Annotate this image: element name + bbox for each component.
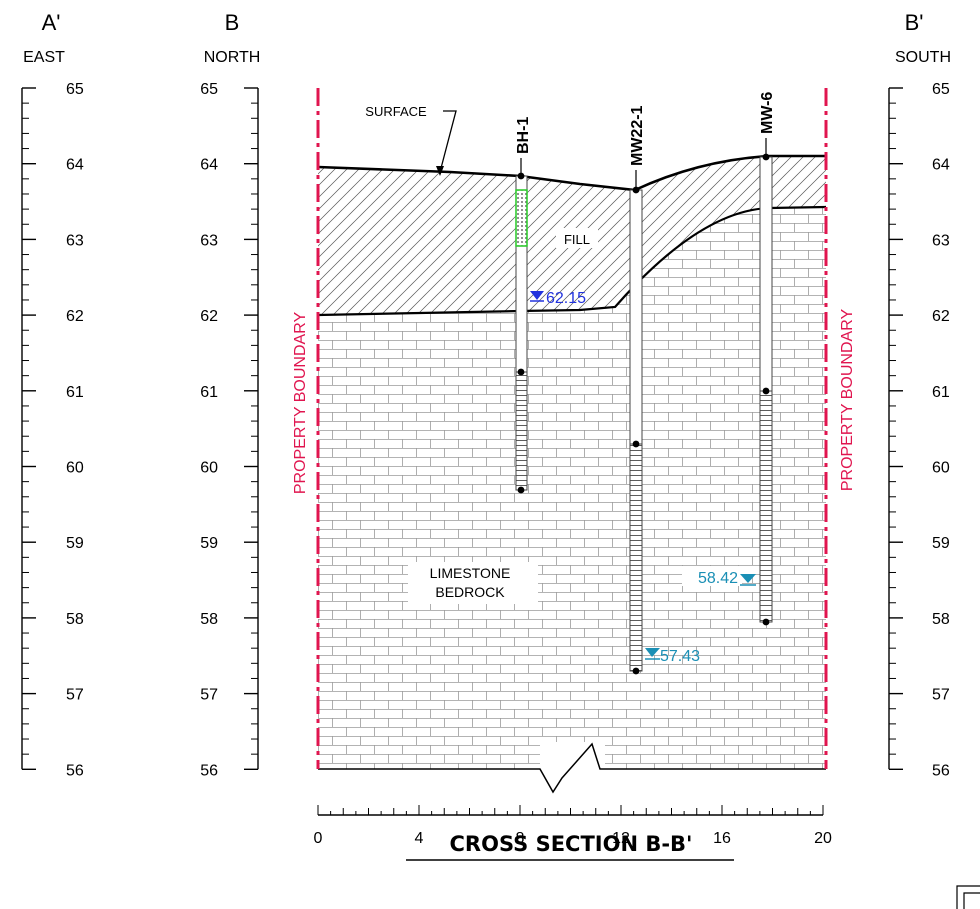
cross-section-title: CROSS SECTION B-B' <box>450 832 693 856</box>
horizontal-tick-label: 0 <box>314 830 323 847</box>
well-mw-6: MW-6 <box>759 92 776 626</box>
water-level-mw22-1: 57.43 <box>645 648 700 665</box>
elevation-tick-label: 60 <box>200 460 218 477</box>
surface-leader <box>439 110 457 173</box>
well-mw22-1-label: MW22-1 <box>629 105 646 166</box>
bedrock-label-line1: LIMESTONE <box>430 565 511 581</box>
elevation-tick-label: 58 <box>66 611 84 628</box>
scale-left-outer-letter: A' <box>42 10 61 35</box>
elevation-tick-label: 65 <box>932 81 950 98</box>
elevation-tick-label: 59 <box>200 535 218 552</box>
elevation-tick-label: 57 <box>66 687 84 704</box>
well-mw22-1: MW22-1 <box>629 105 646 675</box>
elevation-tick-label: 58 <box>200 611 218 628</box>
elevation-tick-label: 62 <box>932 308 950 325</box>
scale-left-inner-letter: B <box>225 10 240 35</box>
elevation-tick-label: 60 <box>66 460 84 477</box>
elevation-tick-label: 57 <box>932 687 950 704</box>
break-line <box>318 742 826 794</box>
surface-label: SURFACE <box>365 104 427 119</box>
elevation-tick-label: 64 <box>200 157 218 174</box>
elevation-tick-label: 58 <box>932 611 950 628</box>
elevation-tick-label: 59 <box>66 535 84 552</box>
elevation-tick-label: 61 <box>66 384 84 401</box>
elevation-tick-label: 63 <box>200 232 218 249</box>
water-level-mw-6-value: 58.42 <box>698 570 738 587</box>
elevation-tick-label: 61 <box>200 384 218 401</box>
fill-bedrock-contact <box>317 205 827 317</box>
elevation-scale-right: 65 64 63 62 61 60 59 58 57 56 <box>888 81 950 779</box>
water-level-bh-1-value: 62.15 <box>546 290 586 307</box>
corner-frame-fragment <box>956 885 980 909</box>
elevation-tick-label: 64 <box>932 157 950 174</box>
scale-right-letter: B' <box>905 10 924 35</box>
well-bh-1-label: BH-1 <box>515 117 532 154</box>
elevation-tick-label: 63 <box>66 232 84 249</box>
horizontal-tick-label: 4 <box>415 830 424 847</box>
elevation-tick-label: 65 <box>66 81 84 98</box>
ground-surface-line <box>317 154 826 192</box>
elevation-scale-left-inner: 65 64 63 62 61 60 59 58 57 56 <box>200 81 259 779</box>
scale-left-inner-direction: NORTH <box>204 49 261 66</box>
horizontal-tick-label: 16 <box>713 830 731 847</box>
elevation-tick-label: 63 <box>932 232 950 249</box>
elevation-tick-label: 64 <box>66 157 84 174</box>
water-level-mw-6: 58.42 <box>682 566 756 587</box>
water-level-mw22-1-value: 57.43 <box>660 648 700 665</box>
scale-right-direction: SOUTH <box>895 49 951 66</box>
elevation-tick-label: 56 <box>932 762 950 779</box>
elevation-tick-label: 60 <box>932 460 950 477</box>
horizontal-tick-label: 12 <box>612 830 630 847</box>
horizontal-scale: 0 4 8 12 16 20 <box>314 805 832 847</box>
scale-left-outer-direction: EAST <box>23 49 65 66</box>
elevation-tick-label: 59 <box>932 535 950 552</box>
property-boundary-right-label: PROPERTY BOUNDARY <box>839 309 856 492</box>
elevation-tick-label: 56 <box>66 762 84 779</box>
elevation-tick-label: 62 <box>66 308 84 325</box>
horizontal-tick-label: 8 <box>516 830 525 847</box>
elevation-tick-label: 65 <box>200 81 218 98</box>
well-mw-6-label: MW-6 <box>759 92 776 134</box>
horizontal-tick-label: 20 <box>814 830 832 847</box>
elevation-tick-label: 57 <box>200 687 218 704</box>
well-bh-1: BH-1 <box>515 117 532 494</box>
bedrock-layer <box>318 207 826 769</box>
elevation-tick-label: 56 <box>200 762 218 779</box>
elevation-tick-label: 61 <box>932 384 950 401</box>
property-boundary-left-label: PROPERTY BOUNDARY <box>292 312 309 495</box>
water-level-bh-1: 62.15 <box>530 290 586 307</box>
fill-label: FILL <box>564 232 590 247</box>
elevation-scale-left-outer: 65 64 63 62 61 60 59 58 57 56 <box>21 81 84 779</box>
elevation-tick-label: 62 <box>200 308 218 325</box>
bedrock-label-line2: BEDROCK <box>435 584 505 600</box>
